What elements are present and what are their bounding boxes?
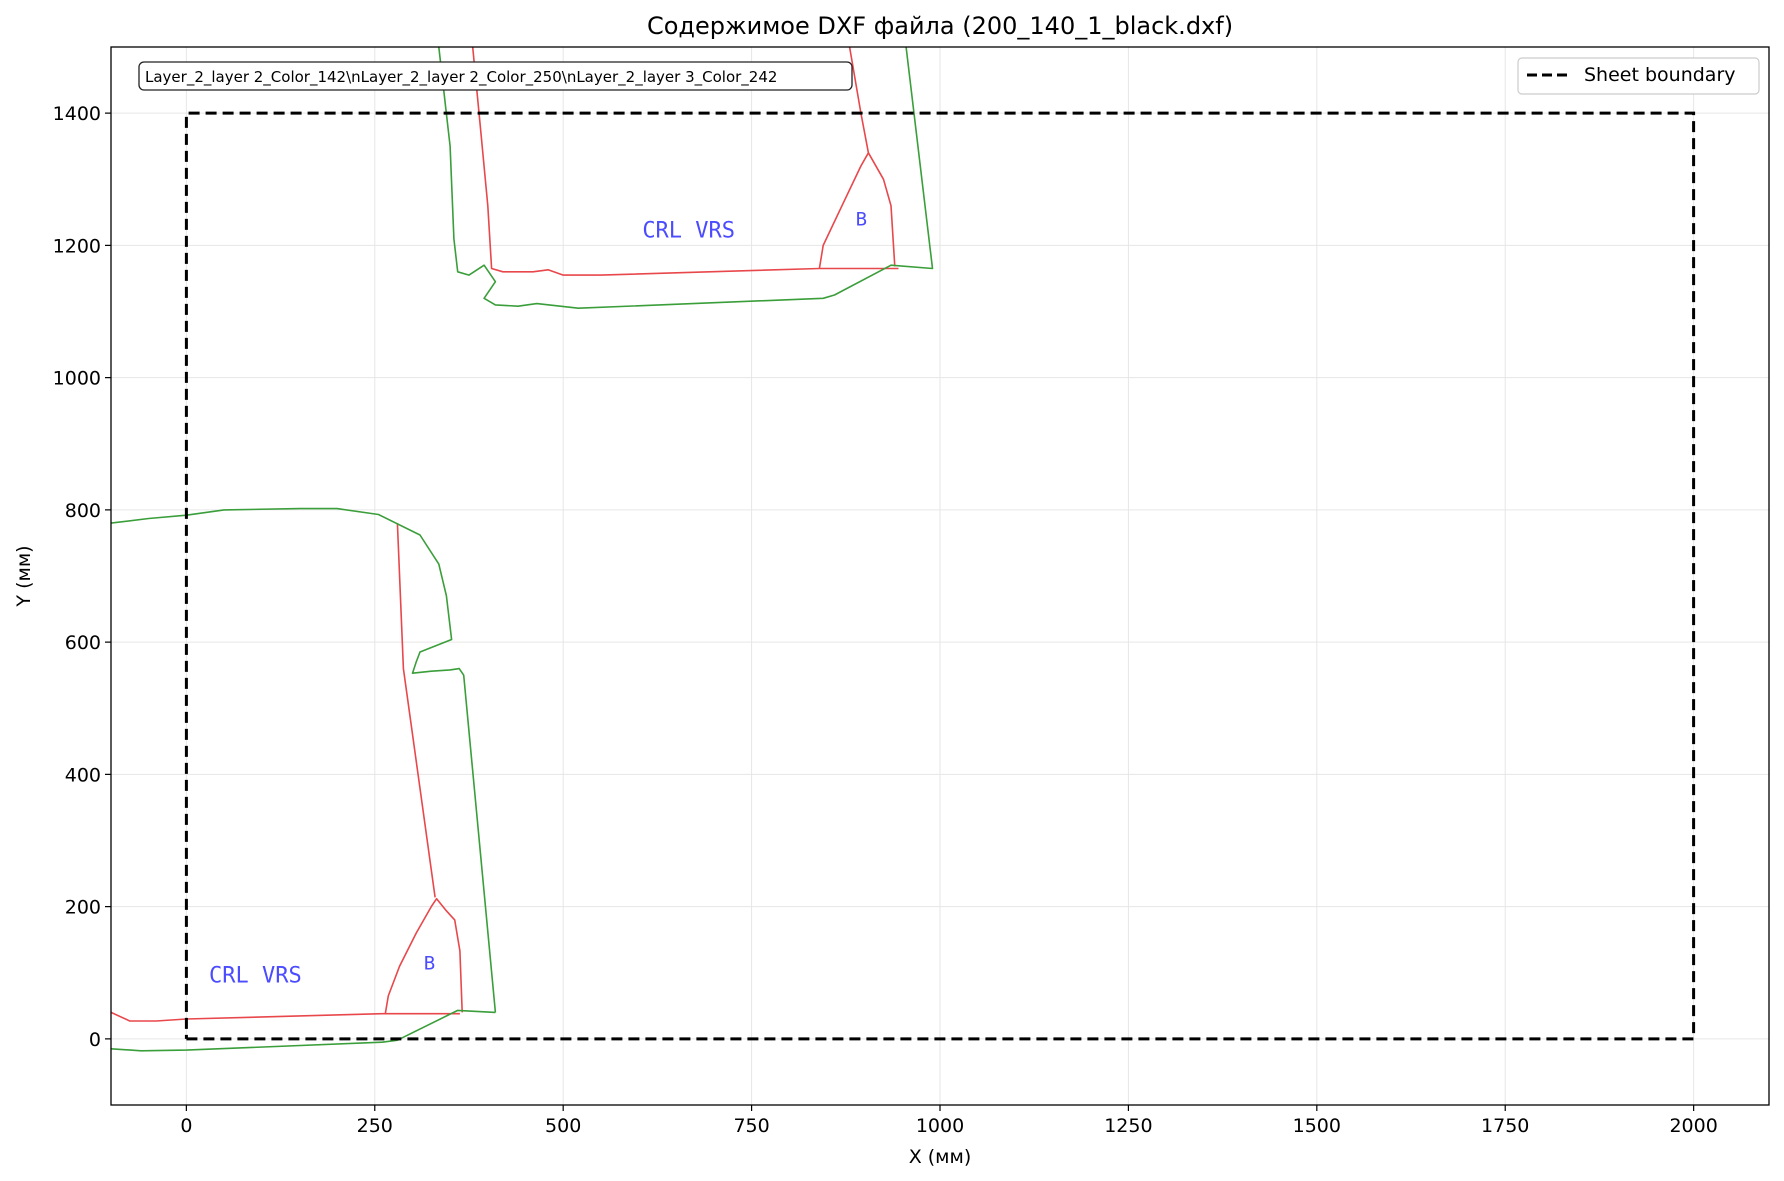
outline-series-7 bbox=[818, 152, 896, 269]
layer-note-text: Layer_2_layer 2_Color_142\nLayer_2_layer… bbox=[145, 68, 777, 87]
layer-note-frame bbox=[138, 61, 853, 91]
x-tick-label: 1500 bbox=[1293, 1115, 1341, 1137]
x-tick-label: 750 bbox=[733, 1115, 769, 1137]
outline-series-4 bbox=[111, 507, 497, 1013]
y-tick-label: 0 bbox=[89, 1029, 101, 1051]
layer-note-box: Layer_2_layer 2_Color_142\nLayer_2_layer… bbox=[138, 61, 853, 91]
outline-series-5 bbox=[111, 1009, 496, 1052]
cad-annotation-3: CRL VRS bbox=[642, 218, 735, 243]
y-tick-label: 200 bbox=[65, 897, 101, 919]
cad-annotation-4: B bbox=[856, 209, 867, 231]
y-tick-label: 1400 bbox=[53, 103, 101, 125]
axis-ticks: 0 250 500 750 1000 1250 1500 1750 2000 0 200 400 600… bbox=[53, 103, 1718, 1137]
x-axis-label: X (мм) bbox=[909, 1146, 972, 1168]
plot-area: CRL VRS B CRL VRS B bbox=[111, 47, 1696, 1052]
y-tick-label: 1000 bbox=[53, 368, 101, 390]
y-tick-label: 1200 bbox=[53, 235, 101, 257]
y-tick-label: 400 bbox=[65, 764, 101, 786]
outline-series-1 bbox=[111, 1011, 460, 1022]
x-tick-label: 0 bbox=[180, 1115, 192, 1137]
x-tick-label: 1250 bbox=[1104, 1115, 1152, 1137]
x-tick-label: 250 bbox=[357, 1115, 393, 1137]
sheet-boundary-line bbox=[184, 111, 1696, 1041]
outline-series-2 bbox=[384, 897, 463, 1014]
x-tick-label: 2000 bbox=[1669, 1115, 1717, 1137]
x-tick-label: 1750 bbox=[1481, 1115, 1529, 1137]
chart-title: Содержимое DXF файла (200_140_1_black.dx… bbox=[647, 12, 1233, 40]
y-tick-label: 600 bbox=[65, 632, 101, 654]
cad-annotation-2: B bbox=[424, 952, 435, 974]
y-axis-label: Y (мм) bbox=[13, 545, 35, 607]
outline-series-9 bbox=[438, 47, 934, 310]
legend-label-sheet-boundary: Sheet boundary bbox=[1584, 64, 1736, 86]
outline-series-3 bbox=[396, 523, 436, 898]
cad-annotation-1: CRL VRS bbox=[209, 964, 302, 989]
y-tick-label: 800 bbox=[65, 500, 101, 522]
legend-frame bbox=[1517, 57, 1760, 95]
outline-series-6 bbox=[471, 47, 899, 276]
x-tick-label: 1000 bbox=[916, 1115, 964, 1137]
x-tick-label: 500 bbox=[545, 1115, 581, 1137]
legend: Sheet boundary bbox=[1517, 57, 1760, 95]
